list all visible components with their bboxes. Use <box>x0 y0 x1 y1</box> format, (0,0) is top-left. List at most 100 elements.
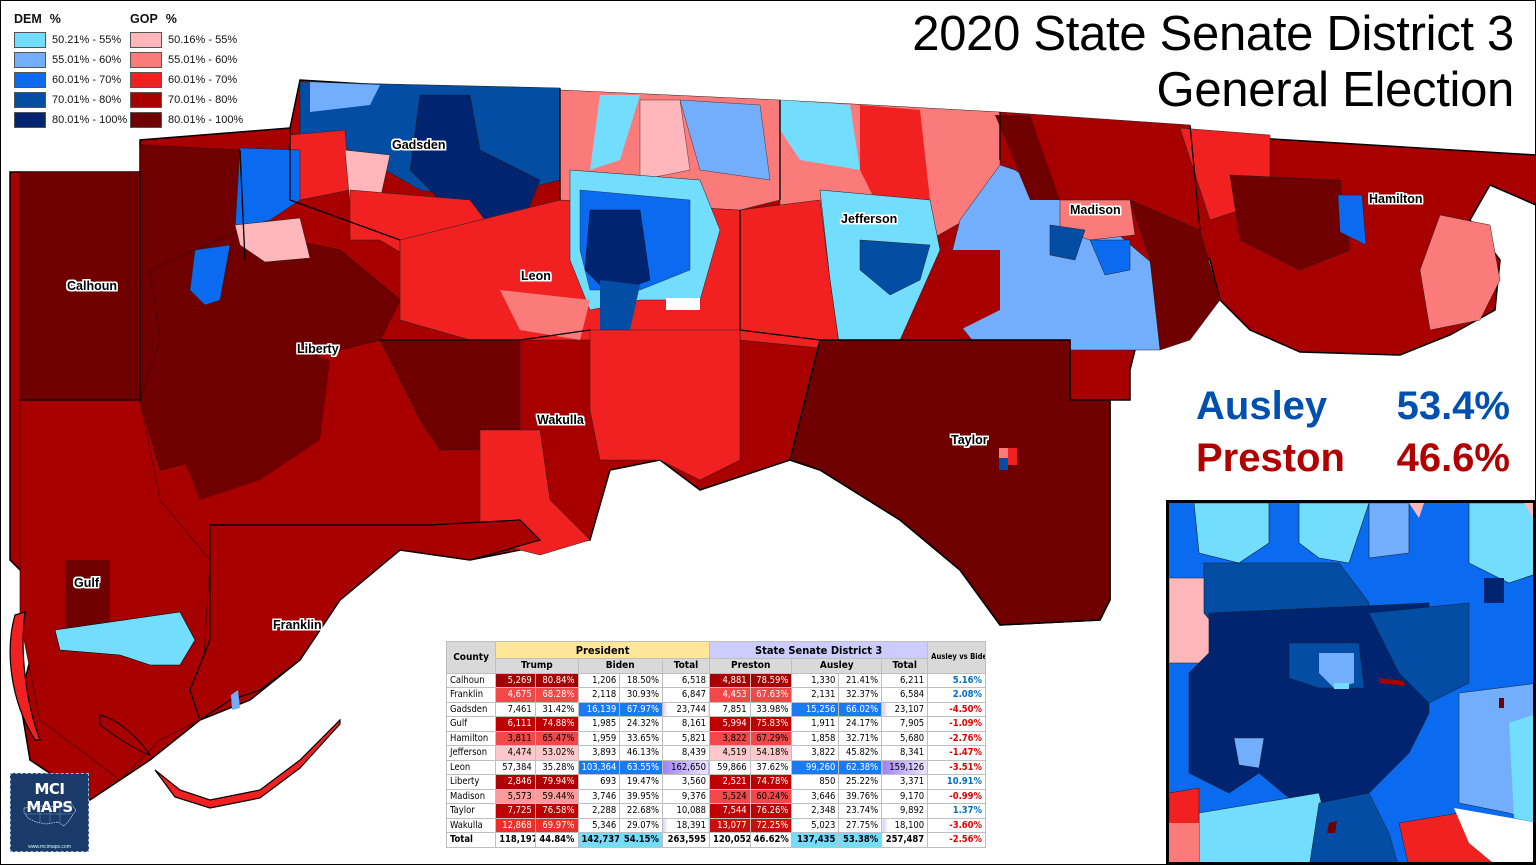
legend-item: 50.21% - 55% <box>14 30 134 50</box>
table-row: Calhoun 5,269 80.84% 1,206 18.50% 6,518 … <box>445 672 986 688</box>
legend-gop-head: GOP <box>130 12 158 26</box>
cell-trump: 2,846 <box>495 774 536 790</box>
header-margin: Ausley vs Biden Margin <box>927 641 986 674</box>
cell-ausley-pct: 45.82% <box>838 745 883 761</box>
cell-margin: -1.47% <box>927 745 986 761</box>
map-legend: DEM% 50.21% - 55% 55.01% - 60% 60.01% - … <box>14 12 254 132</box>
hamilton-pink <box>1419 214 1501 331</box>
legend-label: 60.01% - 70% <box>52 74 122 86</box>
swatch-gop-1 <box>130 32 162 48</box>
cell-biden-pct: 22.68% <box>619 803 663 819</box>
cell-biden: 5,346 <box>577 817 621 833</box>
cell-sen-total: 6,211 <box>881 672 929 688</box>
swatch-gop-3 <box>130 72 162 88</box>
cell-ausley-pct: 32.71% <box>838 730 883 746</box>
header-president: President <box>495 641 711 659</box>
cell-sen-total: 6,584 <box>881 687 929 703</box>
cell-county: Franklin <box>445 687 497 703</box>
cell-preston-pct: 46.62% <box>749 832 793 848</box>
cell-sen-total: 8,341 <box>881 745 929 761</box>
cell-sen-total: 3,371 <box>881 774 929 790</box>
candidate-pct: 46.6% <box>1396 436 1510 480</box>
legend-label: 50.21% - 55% <box>52 34 122 46</box>
cell-pres-total: 3,560 <box>661 774 711 790</box>
cell-county: Liberty <box>445 774 497 790</box>
cell-county: Taylor <box>445 803 497 819</box>
cell-ausley-pct: 21.41% <box>838 672 883 688</box>
cell-pres-total: 8,439 <box>661 745 711 761</box>
cell-preston: 59,866 <box>709 759 751 775</box>
legend-dem: DEM% 50.21% - 55% 55.01% - 60% 60.01% - … <box>14 12 134 130</box>
cell-preston-pct: 74.78% <box>749 774 793 790</box>
county-label-gulf: Gulf <box>74 576 99 590</box>
cell-ausley: 1,911 <box>791 716 840 732</box>
header-pres-total: Total <box>661 658 711 674</box>
county-label-hamilton: Hamilton <box>1369 192 1423 206</box>
title-line-1: 2020 State Senate District 3 <box>912 7 1514 61</box>
cell-margin: -1.09% <box>927 716 986 732</box>
cell-trump-pct: 80.84% <box>534 672 579 688</box>
cell-trump: 5,269 <box>495 672 536 688</box>
swatch-dem-2 <box>14 52 46 68</box>
cell-preston: 5,994 <box>709 716 751 732</box>
legend-label: 55.01% - 60% <box>168 54 238 66</box>
cell-margin: 2.08% <box>927 687 986 703</box>
legend-label: 60.01% - 70% <box>168 74 238 86</box>
cell-trump: 3,811 <box>495 730 536 746</box>
table-row: Madison 5,573 59.44% 3,746 39.95% 9,376 … <box>445 788 986 804</box>
cell-trump: 7,725 <box>495 803 536 819</box>
county-boundaries <box>20 88 1201 526</box>
cell-ausley: 850 <box>791 774 840 790</box>
leon-north-lightblue <box>590 95 640 170</box>
cell-ausley-pct: 23.74% <box>838 803 883 819</box>
legend-item: 60.01% - 70% <box>130 70 250 90</box>
cell-trump-pct: 65.47% <box>534 730 579 746</box>
cell-margin: 1.37% <box>927 803 986 819</box>
result-ausley: Ausley 53.4% <box>1196 380 1510 432</box>
cell-biden-pct: 18.50% <box>619 672 663 688</box>
cell-sen-total: 257,487 <box>881 832 929 848</box>
cell-trump-pct: 69.97% <box>534 817 579 833</box>
header-senate: State Senate District 3 <box>709 641 929 659</box>
cell-biden-pct: 63.55% <box>619 759 663 775</box>
county-label-wakulla: Wakulla <box>537 413 584 427</box>
results-summary: Ausley 53.4% Preston 46.6% <box>1196 380 1510 484</box>
cell-biden: 2,288 <box>577 803 621 819</box>
cell-trump: 7,461 <box>495 701 536 717</box>
madison-blue <box>1089 239 1131 276</box>
county-results-table: County President State Senate District 3… <box>445 641 986 848</box>
cell-ausley: 137,435 <box>791 832 840 848</box>
usa-map-icon <box>23 804 77 827</box>
cell-biden: 142,737 <box>577 832 621 848</box>
cell-margin: -4.50% <box>927 701 986 717</box>
legend-gop: GOP% 50.16% - 55% 55.01% - 60% 60.01% - … <box>130 12 250 130</box>
leon-pink-sw <box>500 290 590 340</box>
franklin-region <box>189 519 542 721</box>
table-row: Jefferson 4,474 53.02% 3,893 46.13% 8,43… <box>445 745 986 761</box>
cell-biden: 1,959 <box>577 730 621 746</box>
hamilton-dark <box>1229 174 1351 271</box>
logo-url: www.mcimaps.com <box>28 844 71 850</box>
cell-preston: 7,851 <box>709 701 751 717</box>
cell-county: Gulf <box>445 716 497 732</box>
cell-ausley: 5,023 <box>791 817 840 833</box>
title-line-2: General Election <box>1156 63 1515 117</box>
legend-item: 55.01% - 60% <box>14 50 134 70</box>
cell-pres-total: 6,518 <box>661 672 711 688</box>
dog-island <box>99 714 152 756</box>
madison-red-sw <box>930 250 1000 330</box>
cell-biden: 103,364 <box>577 759 621 775</box>
inset-map-svg <box>1169 503 1533 862</box>
cell-county: Gadsden <box>445 701 497 717</box>
cell-trump: 6,111 <box>495 716 536 732</box>
cell-sen-total: 23,107 <box>881 701 929 717</box>
cell-trump: 5,573 <box>495 788 536 804</box>
legend-item: 55.01% - 60% <box>130 50 250 70</box>
cell-preston-pct: 76.26% <box>749 803 793 819</box>
cell-biden: 2,118 <box>577 687 621 703</box>
gulf-lightblue <box>54 611 196 666</box>
candidate-pct: 53.4% <box>1396 384 1510 428</box>
cell-sen-total: 9,170 <box>881 788 929 804</box>
cell-margin: 10.91% <box>927 774 986 790</box>
jefferson-lightblue-n <box>780 100 860 170</box>
